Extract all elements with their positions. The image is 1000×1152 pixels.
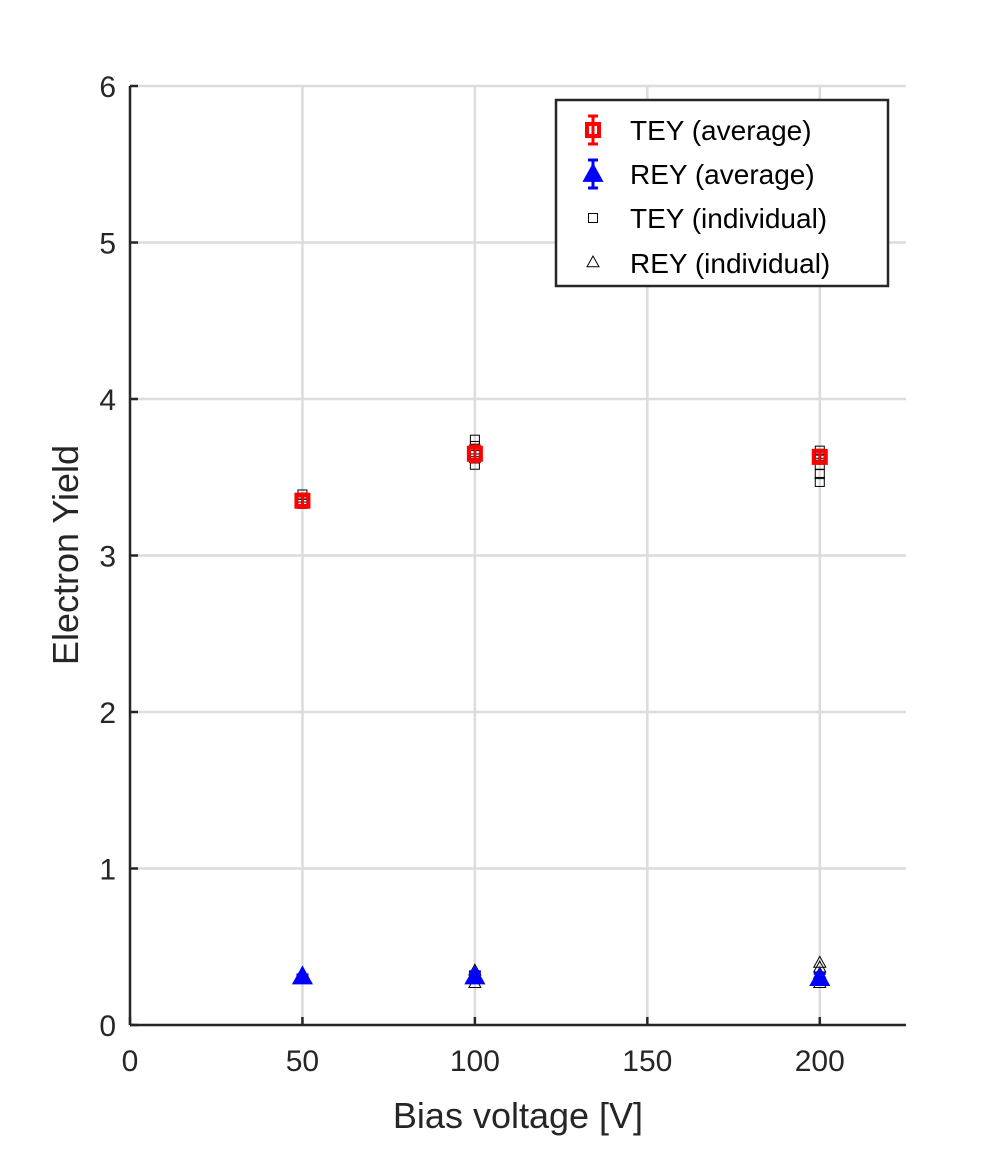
- y-tick-label: 5: [99, 228, 116, 261]
- x-tick-label: 150: [622, 1045, 672, 1078]
- legend-label-tey-average: TEY (average): [630, 115, 812, 146]
- ticks: 0 50 100 150 200 0 1 2 3 4 5 6: [99, 71, 844, 1078]
- legend-symbol-tey-average: [585, 114, 601, 146]
- point-square-average: [811, 448, 828, 465]
- point-triangle-average: [464, 965, 486, 985]
- legend-errorbar: [588, 114, 598, 146]
- point-triangle-average: [291, 965, 313, 985]
- point-square-open: [469, 434, 480, 445]
- y-axis-title: Electron Yield: [45, 445, 86, 665]
- point-square-average: [466, 445, 483, 462]
- legend-marker: [585, 122, 601, 138]
- x-tick-label: 50: [286, 1045, 319, 1078]
- x-tick-label: 0: [122, 1045, 139, 1078]
- legend-item-rey-average: REY (average): [582, 158, 815, 190]
- legend-marker: [586, 254, 600, 268]
- y-tick-label: 3: [99, 541, 116, 574]
- legend-box: [554, 98, 890, 288]
- y-tick-label: 4: [99, 384, 116, 417]
- x-tick-label: 100: [450, 1045, 500, 1078]
- legend-symbol-rey-average: [582, 158, 604, 190]
- point-triangle-average: [809, 966, 831, 986]
- legend-label-tey-individual: TEY (individual): [630, 203, 827, 234]
- x-tick-label: 200: [795, 1045, 845, 1078]
- legend-item-rey-individual: REY (individual): [586, 248, 830, 279]
- legend-symbol-tey-individual: [588, 213, 598, 223]
- point-square-average: [294, 492, 311, 509]
- y-tick-label: 6: [99, 71, 116, 104]
- y-tick-label: 0: [99, 1010, 116, 1043]
- legend-marker: [588, 213, 598, 223]
- average-points: [291, 444, 831, 986]
- legend-marker: [582, 162, 604, 182]
- legend-item-tey-individual: TEY (individual): [588, 203, 827, 234]
- point-square-open: [814, 476, 825, 487]
- y-tick-label: 2: [99, 697, 116, 730]
- grid: [130, 84, 906, 1025]
- x-axis-title: Bias voltage [V]: [393, 1095, 643, 1136]
- legend: TEY (average) REY (average) TEY (individ…: [554, 98, 890, 288]
- legend-item-tey-average: TEY (average): [585, 114, 812, 146]
- legend-label-rey-individual: REY (individual): [630, 248, 830, 279]
- legend-symbol-rey-individual: [586, 254, 600, 268]
- y-tick-label: 1: [99, 854, 116, 887]
- legend-label-rey-average: REY (average): [630, 159, 815, 190]
